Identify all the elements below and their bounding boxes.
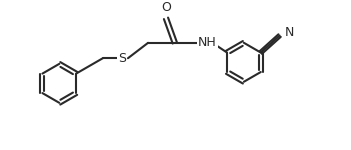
Text: S: S: [118, 52, 126, 65]
Text: N: N: [285, 26, 294, 39]
Text: O: O: [161, 1, 171, 14]
Text: NH: NH: [198, 36, 217, 49]
